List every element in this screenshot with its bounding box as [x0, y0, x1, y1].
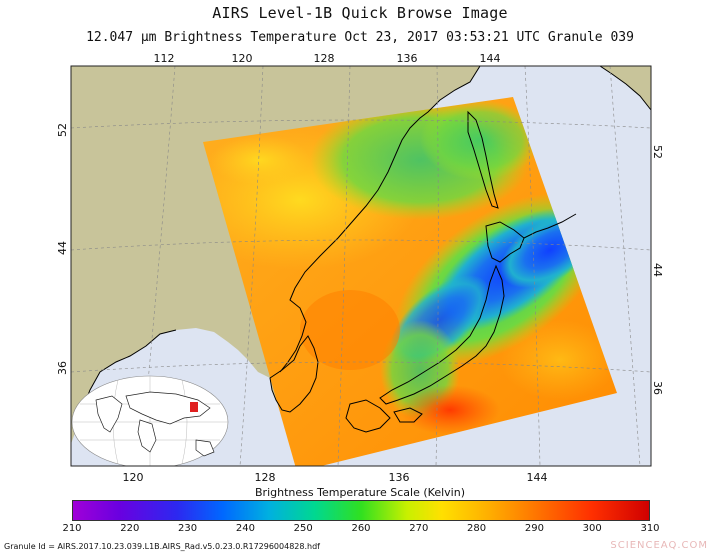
page-title: AIRS Level-1B Quick Browse Image	[212, 4, 508, 22]
colorbar-tick-label: 270	[409, 523, 429, 534]
coastlines	[75, 66, 651, 433]
lon-tick-top: 144	[480, 52, 501, 65]
lon-tick-bottom: 136	[389, 471, 410, 484]
inset-location-marker	[190, 402, 198, 412]
lon-tick-bottom: 144	[527, 471, 548, 484]
lat-tick-right: 52	[651, 145, 664, 159]
graticule	[71, 66, 651, 466]
colorbar-tick-label: 230	[178, 523, 198, 534]
lon-tick-top: 112	[154, 52, 175, 65]
lon-tick-bottom: 128	[255, 471, 276, 484]
map-border	[70, 65, 652, 467]
colorbar-label: Brightness Temperature Scale (Kelvin)	[255, 486, 465, 499]
map-body	[71, 66, 651, 466]
colorbar-ticks: 210 220 230 240 250 260 270 280 290 300 310	[62, 523, 659, 537]
lon-tick-top: 128	[314, 52, 335, 65]
colorbar	[72, 500, 650, 521]
lat-tick-left: 52	[56, 123, 69, 137]
colorbar-tick-label: 290	[524, 523, 544, 534]
lon-tick-top: 120	[232, 52, 253, 65]
lon-tick-bottom: 120	[123, 471, 144, 484]
colorbar-tick-label: 250	[293, 523, 313, 534]
lat-tick-right: 44	[651, 263, 664, 277]
page-subtitle: 12.047 μm Brightness Temperature Oct 23,…	[86, 30, 634, 45]
colorbar-tick-label: 220	[120, 523, 140, 534]
colorbar-tick-label: 280	[467, 523, 487, 534]
colorbar-tick-label: 260	[351, 523, 371, 534]
colorbar-tick-label: 300	[582, 523, 602, 534]
colorbar-tick-label: 240	[235, 523, 255, 534]
watermark: SCIENCEAQ.COM	[610, 540, 708, 551]
lat-tick-right: 36	[651, 381, 664, 395]
colorbar-tick-label: 210	[62, 523, 82, 534]
lat-tick-left: 44	[56, 241, 69, 255]
granule-id: Granule Id = AIRS.2017.10.23.039.L1B.AIR…	[4, 542, 320, 551]
world-inset	[71, 375, 229, 466]
lat-tick-left: 36	[56, 361, 69, 375]
lon-tick-top: 136	[397, 52, 418, 65]
kamchatka	[600, 66, 651, 110]
colorbar-tick-label: 310	[640, 523, 660, 534]
